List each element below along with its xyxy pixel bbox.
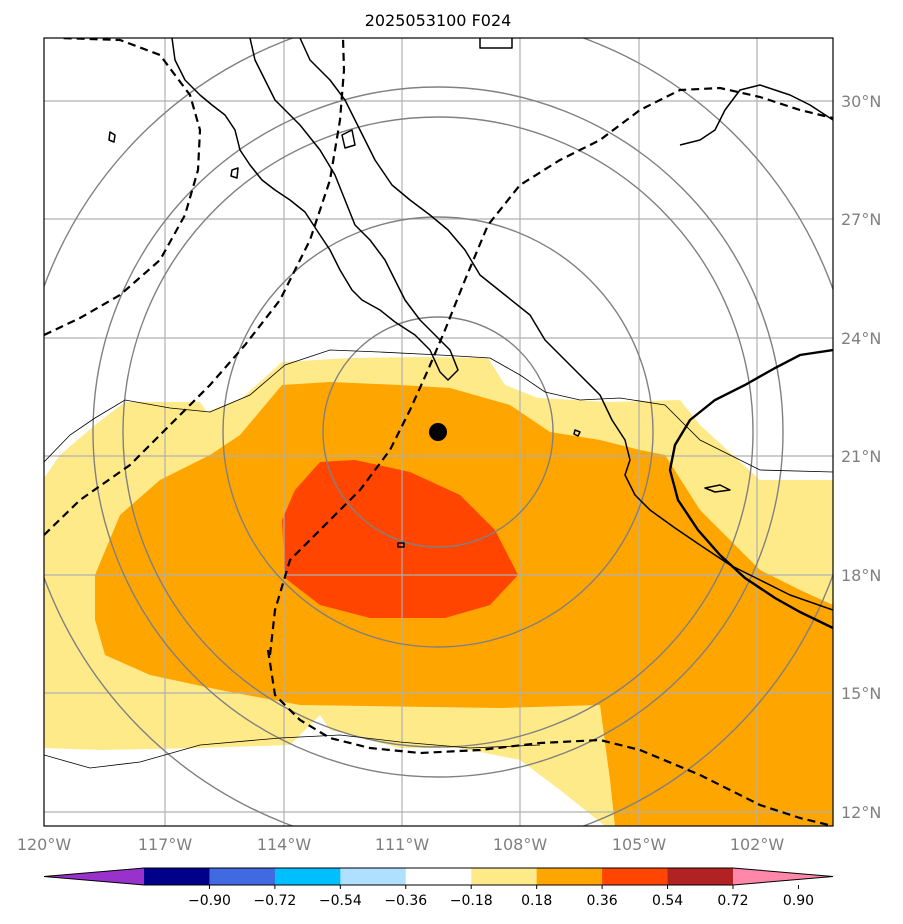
colorbar-segment xyxy=(602,868,669,885)
lon-label: 105°W xyxy=(612,835,667,854)
anomaly-field-red xyxy=(282,460,518,618)
colorbar-tick-label: −0.18 xyxy=(450,893,493,909)
colorbar: −0.90 −0.72 −0.54 −0.36 −0.18 0.18 0.36 0.54 0.7… xyxy=(43,867,834,909)
colorbar-segment xyxy=(274,868,341,885)
lat-label: 18°N xyxy=(841,566,881,585)
colorbar-tick-label: 0.54 xyxy=(652,893,683,909)
colorbar-outline xyxy=(43,867,834,886)
coastlines xyxy=(108,38,833,611)
colorbar-tick-label: −0.54 xyxy=(319,893,362,909)
dashed-contours xyxy=(44,38,833,826)
colorbar-tick-label: −0.90 xyxy=(188,893,231,909)
lat-label: 12°N xyxy=(841,803,881,822)
colorbar-segment xyxy=(340,868,407,885)
solid-contour xyxy=(668,348,833,630)
colorbar-segment xyxy=(209,868,276,885)
map-title: 2025053100 F024 xyxy=(365,11,512,30)
lat-label: 21°N xyxy=(841,447,881,466)
thin-contours xyxy=(44,349,833,769)
storm-center-marker xyxy=(429,423,447,441)
lon-label: 102°W xyxy=(730,835,785,854)
colorbar-segment xyxy=(471,868,538,885)
colorbar-extend-high xyxy=(733,868,833,885)
latitude-labels: 30°N 27°N 24°N 21°N 18°N 15°N 12°N xyxy=(841,92,881,822)
colorbar-tick-label: −0.72 xyxy=(253,893,296,909)
range-rings xyxy=(44,38,833,826)
longitude-labels: 120°W 117°W 114°W 111°W 108°W 105°W 102°… xyxy=(17,835,785,854)
colorbar-segment xyxy=(536,868,603,885)
colorbar-tick-label: 0.90 xyxy=(783,893,814,909)
lat-label: 30°N xyxy=(841,92,881,111)
lon-label: 120°W xyxy=(17,835,72,854)
lon-label: 111°W xyxy=(375,835,430,854)
lat-label: 15°N xyxy=(841,684,881,703)
colorbar-segment xyxy=(405,868,472,885)
colorbar-segment xyxy=(667,868,734,885)
lon-label: 117°W xyxy=(138,835,193,854)
colorbar-tick-label: 0.72 xyxy=(717,893,748,909)
lat-label: 27°N xyxy=(841,210,881,229)
lon-label: 108°W xyxy=(493,835,548,854)
colorbar-extend-low xyxy=(44,868,144,885)
lat-label: 24°N xyxy=(841,329,881,348)
colorbar-segment xyxy=(144,868,210,885)
lat-lon-grid xyxy=(44,38,833,826)
lon-label: 114°W xyxy=(257,835,312,854)
colorbar-tick-label: 0.36 xyxy=(587,893,618,909)
colorbar-tick-label: −0.36 xyxy=(384,893,427,909)
colorbar-tick-label: 0.18 xyxy=(521,893,552,909)
map-frame xyxy=(43,37,834,827)
